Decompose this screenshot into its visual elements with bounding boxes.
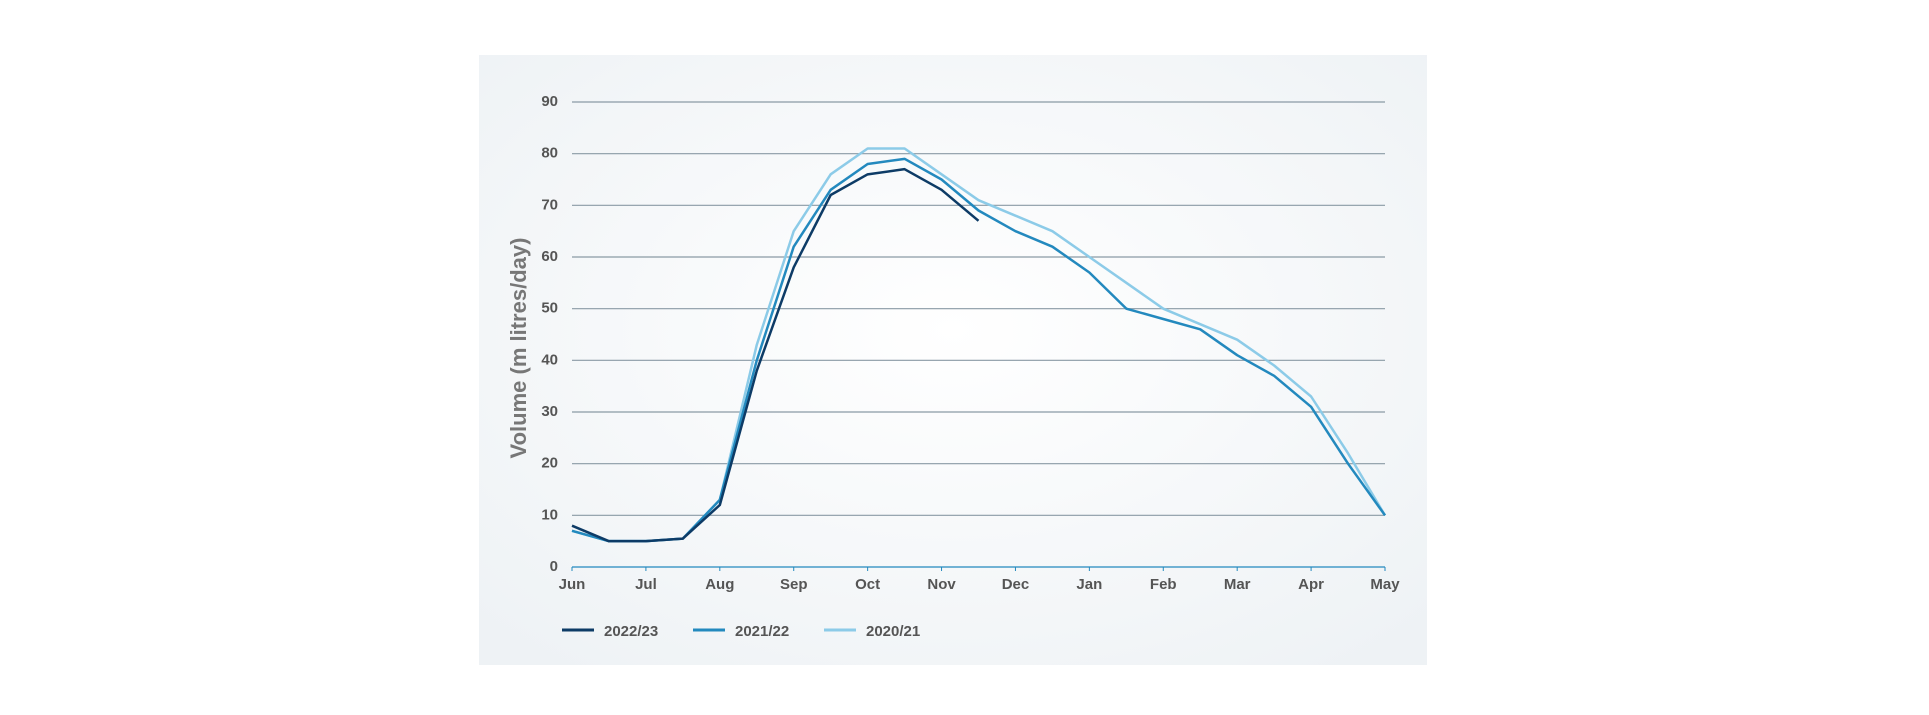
legend-label: 2020/21 (866, 623, 920, 640)
x-tick-label: Mar (1224, 576, 1251, 593)
y-tick-label: 70 (541, 196, 558, 213)
y-tick-label: 20 (541, 455, 558, 472)
y-tick-label: 30 (541, 403, 558, 420)
x-tick-label: Aug (705, 576, 734, 593)
y-tick-label: 10 (541, 506, 558, 523)
y-tick-label: 80 (541, 145, 558, 162)
legend-label: 2022/23 (604, 623, 658, 640)
x-tick-label: Sep (780, 576, 808, 593)
x-tick-label: Feb (1150, 576, 1177, 593)
x-tick-label: Jun (559, 576, 586, 593)
x-tick-label: May (1370, 576, 1400, 593)
x-tick-label: Jan (1076, 576, 1102, 593)
x-tick-label: Oct (855, 576, 880, 593)
y-tick-label: 0 (550, 558, 558, 575)
y-axis-label: Volume (m litres/day) (506, 238, 531, 459)
y-tick-label: 40 (541, 351, 558, 368)
x-tick-label: Nov (927, 576, 956, 593)
y-tick-label: 90 (541, 93, 558, 110)
x-tick-label: Jul (635, 576, 657, 593)
x-tick-label: Apr (1298, 576, 1324, 593)
y-tick-label: 50 (541, 300, 558, 317)
series-line (571, 157, 1387, 543)
x-tick-label: Dec (1002, 576, 1030, 593)
legend-label: 2021/22 (735, 623, 789, 640)
y-tick-label: 60 (541, 248, 558, 265)
series-line (571, 167, 980, 543)
